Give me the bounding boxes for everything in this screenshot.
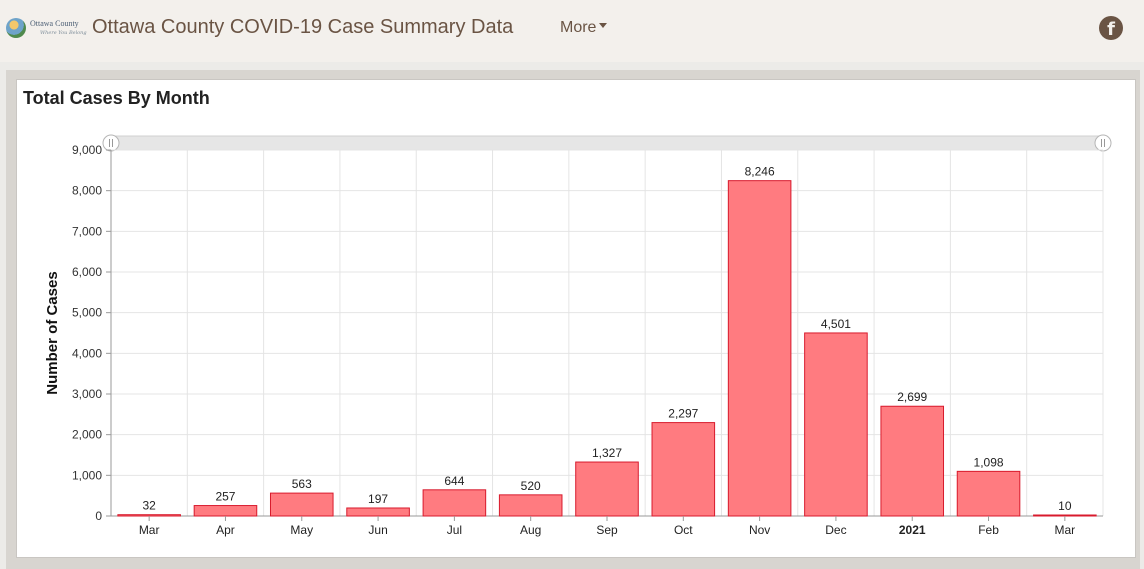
bar-value-label: 257 bbox=[215, 490, 235, 504]
x-tick-label: Dec bbox=[825, 523, 846, 537]
bar-8[interactable] bbox=[727, 180, 792, 517]
bar-value-label: 520 bbox=[521, 479, 541, 493]
bar-1[interactable] bbox=[193, 505, 258, 517]
x-tick-label: 2021 bbox=[899, 523, 926, 537]
x-tick-label: Jul bbox=[447, 523, 462, 537]
range-slider-track[interactable] bbox=[110, 135, 1104, 151]
bar-value-label: 10 bbox=[1058, 499, 1072, 513]
bar-value-label: 197 bbox=[368, 492, 388, 506]
bar-7[interactable] bbox=[651, 422, 716, 517]
logo-tagline: Where You Belong bbox=[40, 30, 87, 36]
app-title: Ottawa County COVID-19 Case Summary Data bbox=[92, 16, 514, 38]
x-tick-label: Mar bbox=[1055, 523, 1076, 537]
bar-value-label: 2,297 bbox=[668, 407, 698, 421]
y-tick-label: 2,000 bbox=[72, 428, 102, 442]
y-axis-title: Number of Cases bbox=[44, 271, 61, 394]
bar-12[interactable] bbox=[1033, 514, 1097, 517]
x-tick-label: May bbox=[290, 523, 313, 537]
y-tick-label: 0 bbox=[95, 509, 102, 523]
bar-10[interactable] bbox=[880, 405, 945, 517]
more-menu-label: More bbox=[560, 19, 597, 36]
y-tick-label: 8,000 bbox=[72, 184, 102, 198]
top-navbar: Ottawa County Where You Belong Ottawa Co… bbox=[0, 0, 1144, 62]
x-tick-label: Jun bbox=[368, 523, 387, 537]
bar-value-label: 32 bbox=[142, 499, 156, 513]
bar-6[interactable] bbox=[575, 461, 639, 517]
bar-value-label: 4,501 bbox=[821, 317, 851, 331]
bar-3[interactable] bbox=[346, 507, 410, 517]
range-slider-right-handle[interactable] bbox=[1094, 134, 1112, 152]
x-tick-label: Oct bbox=[674, 523, 693, 537]
bar-9[interactable] bbox=[804, 332, 868, 517]
y-tick-label: 3,000 bbox=[72, 387, 102, 401]
bar-0[interactable] bbox=[117, 514, 181, 517]
bar-4[interactable] bbox=[422, 489, 487, 517]
x-tick-label: Apr bbox=[216, 523, 235, 537]
bar-value-label: 644 bbox=[444, 474, 464, 488]
logo-text: Ottawa County bbox=[30, 19, 79, 28]
y-tick-label: 6,000 bbox=[72, 265, 102, 279]
bar-value-label: 8,246 bbox=[745, 165, 775, 179]
bar-value-label: 1,098 bbox=[974, 455, 1004, 469]
x-tick-label: Sep bbox=[596, 523, 618, 537]
bar-value-label: 563 bbox=[292, 477, 312, 491]
bar-2[interactable] bbox=[269, 492, 334, 517]
more-menu-button[interactable]: More bbox=[560, 19, 608, 37]
chart-title: Total Cases By Month bbox=[23, 88, 210, 108]
y-tick-label: 1,000 bbox=[72, 468, 102, 482]
logo-emblem-icon bbox=[6, 18, 26, 38]
chevron-down-icon bbox=[599, 23, 608, 29]
x-tick-label: Feb bbox=[978, 523, 999, 537]
y-tick-label: 5,000 bbox=[72, 306, 102, 320]
y-tick-label: 4,000 bbox=[72, 346, 102, 360]
bar-value-label: 2,699 bbox=[897, 390, 927, 404]
county-logo[interactable]: Ottawa County Where You Belong bbox=[6, 16, 87, 40]
bar-5[interactable] bbox=[498, 494, 563, 517]
y-tick-label: 7,000 bbox=[72, 224, 102, 238]
range-slider-left-handle[interactable] bbox=[102, 134, 120, 152]
bar-value-label: 1,327 bbox=[592, 446, 622, 460]
x-tick-label: Aug bbox=[520, 523, 541, 537]
bar-11[interactable] bbox=[956, 470, 1021, 517]
x-tick-label: Nov bbox=[749, 523, 770, 537]
y-tick-label: 9,000 bbox=[72, 143, 102, 157]
facebook-icon[interactable]: f bbox=[1099, 16, 1123, 40]
x-tick-label: Mar bbox=[139, 523, 160, 537]
